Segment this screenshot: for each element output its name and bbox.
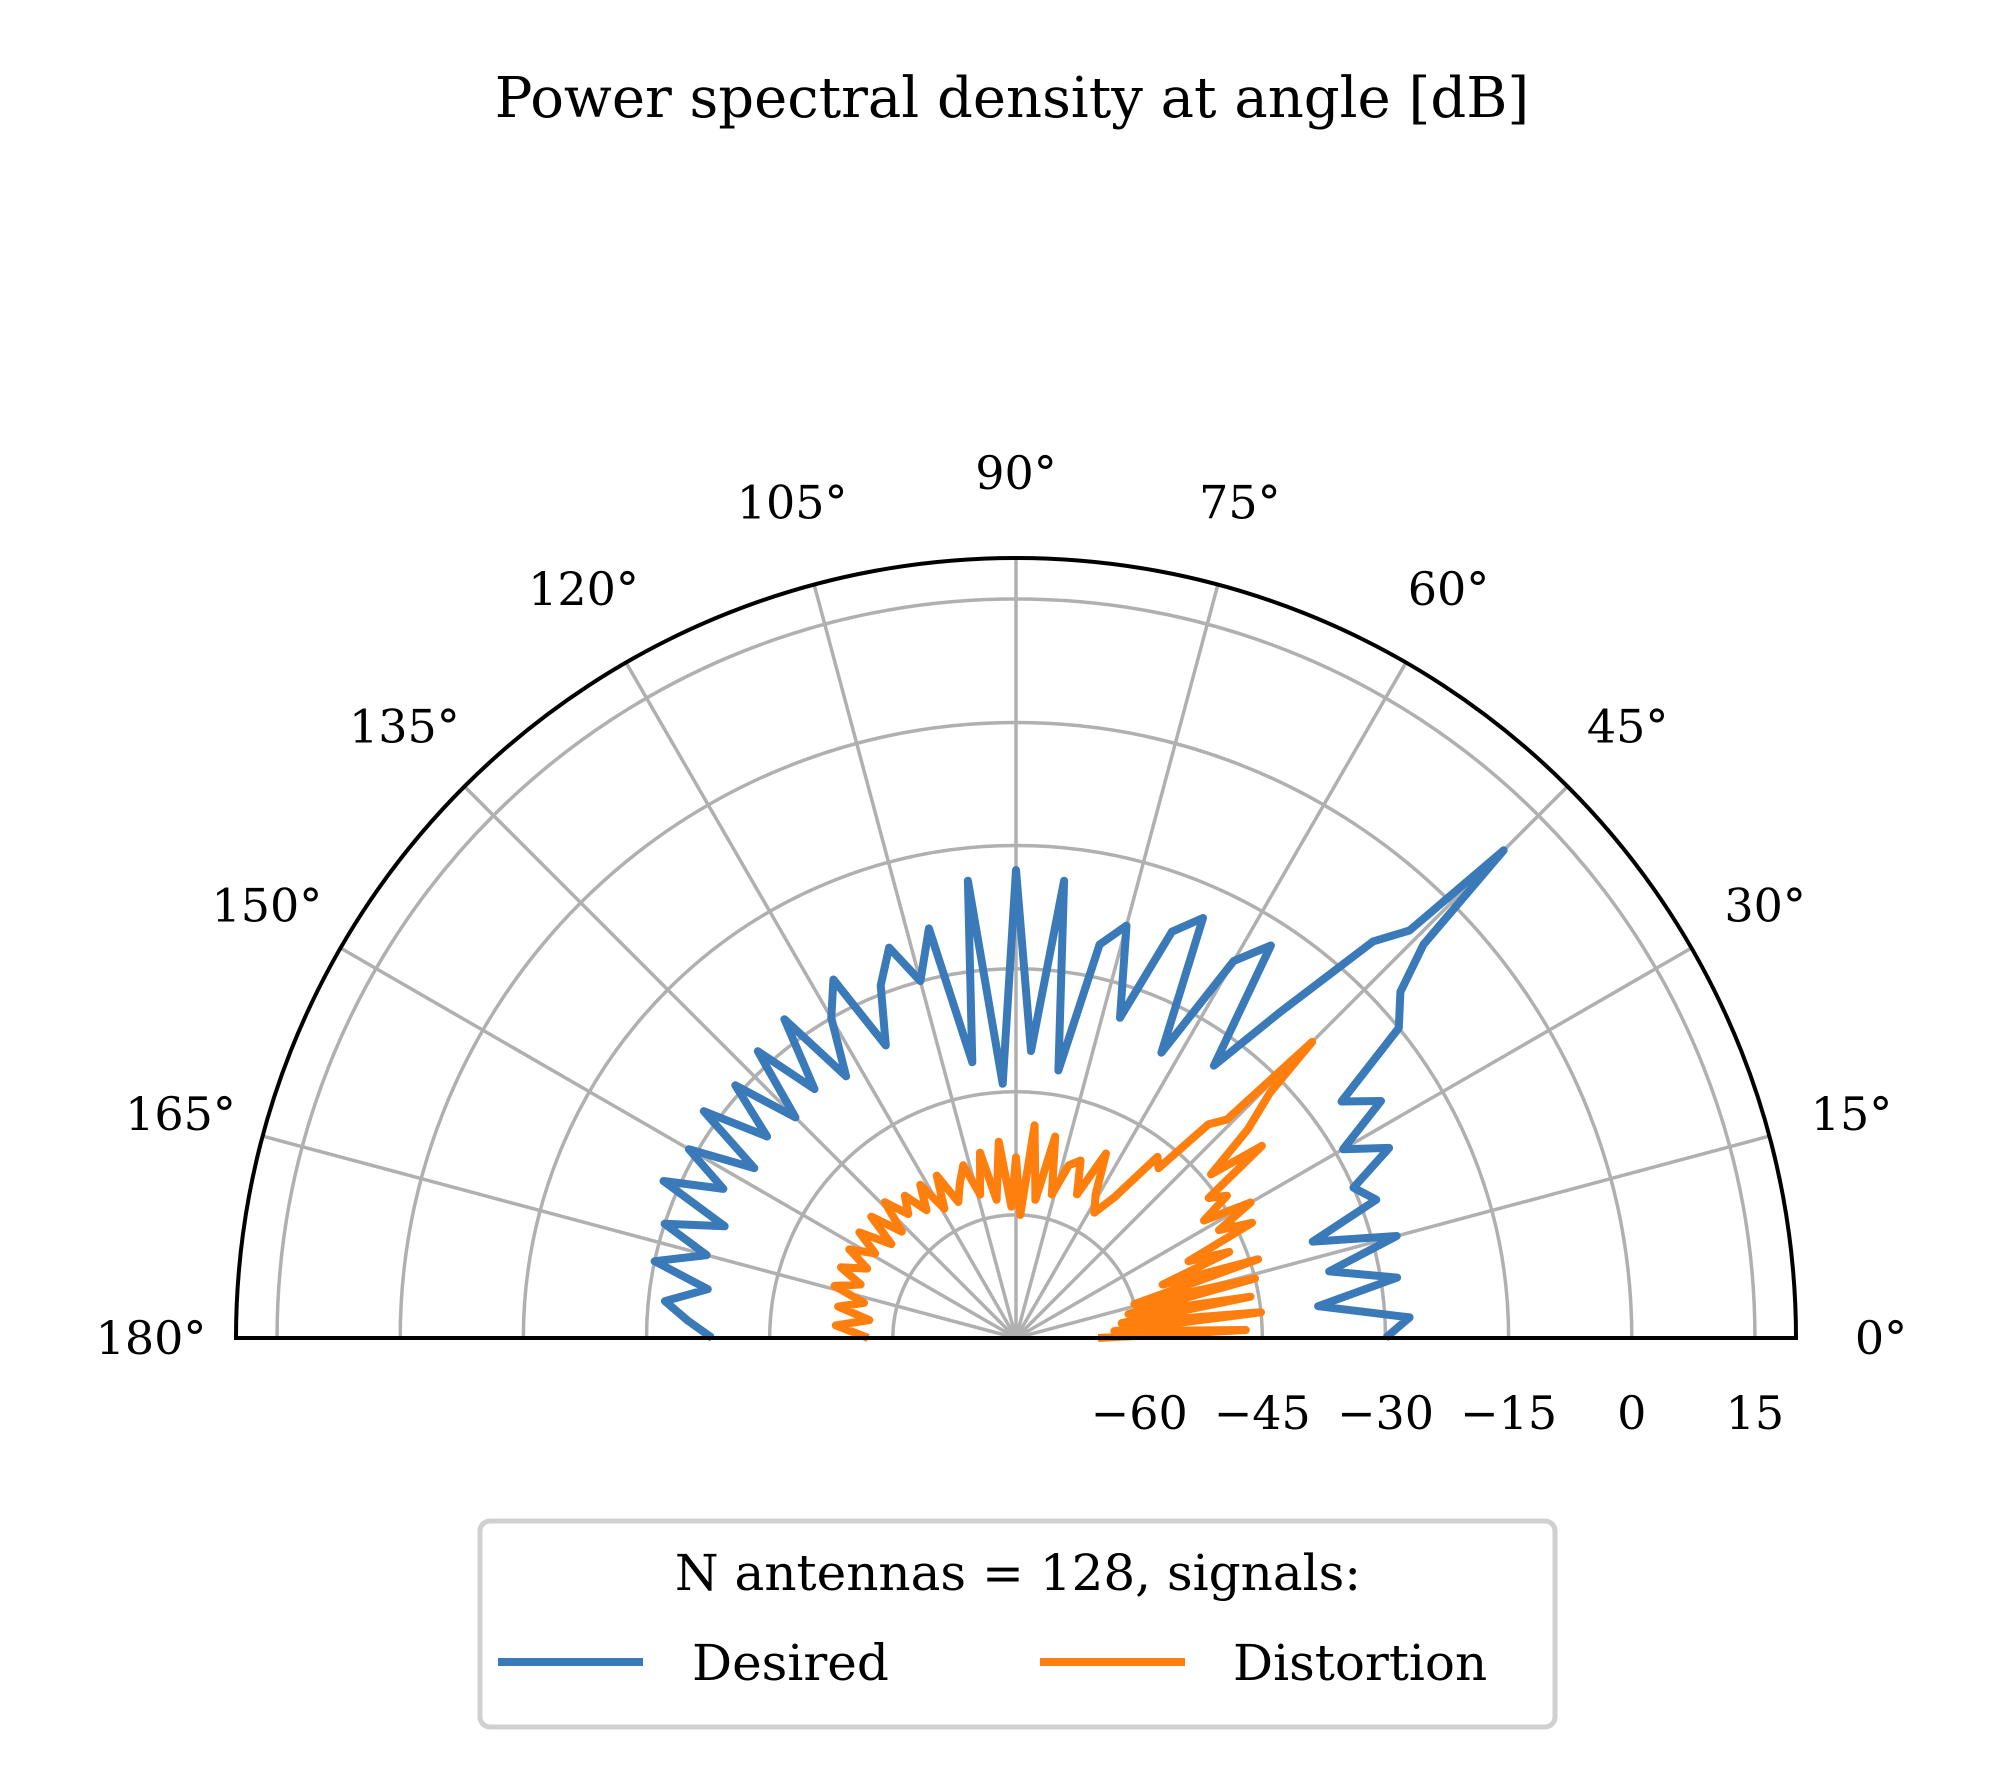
theta-tick-labels: 0° 15° 30° 45° 60° 75° 90° 105° 120° 135° 150° 165°… xyxy=(96,446,1908,1365)
angular-gridline xyxy=(463,785,1018,1340)
r-tick-label: 15 xyxy=(1726,1386,1785,1440)
r-tick-label: −60 xyxy=(1091,1386,1188,1440)
theta-tick-label: 105° xyxy=(737,476,848,530)
angular-gridline xyxy=(262,1134,1017,1340)
theta-tick-label: 135° xyxy=(349,699,460,753)
theta-tick-label: 120° xyxy=(528,562,639,616)
r-tick-label: 0 xyxy=(1617,1386,1646,1440)
theta-tick-label: 150° xyxy=(211,879,322,933)
theta-tick-label: 180° xyxy=(96,1311,207,1365)
angular-gridline xyxy=(812,584,1018,1339)
r-tick-label: −30 xyxy=(1337,1386,1434,1440)
theta-tick-label: 45° xyxy=(1587,699,1669,753)
legend-label-distortion: Distortion xyxy=(1233,1634,1487,1692)
legend-frame xyxy=(477,1518,1558,1730)
polar-grid xyxy=(262,558,1770,1340)
theta-tick-label: 15° xyxy=(1811,1087,1893,1141)
angular-gridline xyxy=(624,661,1018,1339)
series-line-distortion xyxy=(830,1037,1317,1342)
polar-outline xyxy=(233,556,1799,1340)
theta-tick-label: 30° xyxy=(1724,879,1806,933)
r-tick-labels: −60 −45 −30 −15 0 15 xyxy=(1091,1386,1785,1440)
legend-title: N antennas = 128, signals: xyxy=(675,1544,1361,1602)
theta-tick-label: 75° xyxy=(1199,476,1281,530)
theta-tick-label: 0° xyxy=(1855,1311,1907,1365)
r-tick-label: −45 xyxy=(1214,1386,1311,1440)
angular-gridline xyxy=(1014,584,1220,1339)
angular-gridline xyxy=(1014,661,1408,1339)
theta-tick-label: 60° xyxy=(1408,562,1490,616)
series-line-desired xyxy=(650,846,1508,1342)
angular-gridline xyxy=(339,946,1017,1340)
theta-tick-label: 165° xyxy=(125,1087,236,1141)
series-layer xyxy=(650,846,1508,1342)
legend-label-desired: Desired xyxy=(692,1634,889,1692)
r-tick-label: −15 xyxy=(1460,1386,1557,1440)
chart-title: Power spectral density at angle [dB] xyxy=(495,66,1529,131)
angular-gridline xyxy=(1015,946,1693,1340)
legend: N antennas = 128, signals: Desired Disto… xyxy=(477,1518,1558,1730)
polar-frame xyxy=(233,556,1799,1340)
theta-tick-label: 90° xyxy=(975,446,1057,500)
